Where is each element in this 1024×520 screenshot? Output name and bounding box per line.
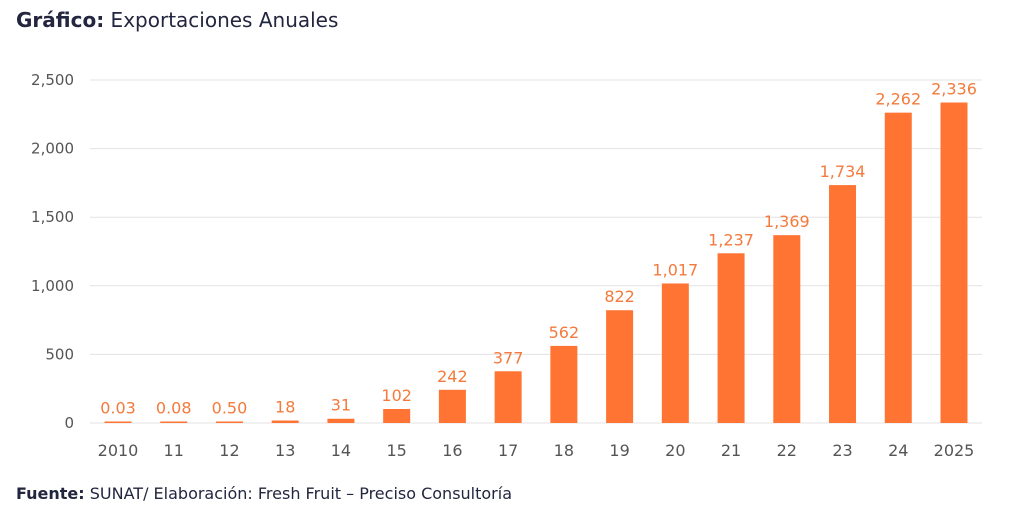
data-label: 18 bbox=[275, 398, 295, 417]
x-tick-label: 24 bbox=[888, 441, 908, 460]
data-label: 377 bbox=[493, 348, 524, 367]
title-text: Exportaciones Anuales bbox=[104, 8, 339, 32]
data-label: 1,237 bbox=[708, 230, 754, 249]
bar bbox=[606, 310, 634, 423]
x-tick-label: 13 bbox=[275, 441, 295, 460]
x-tick-label: 22 bbox=[777, 441, 797, 460]
bar bbox=[104, 421, 132, 423]
data-label: 102 bbox=[381, 386, 412, 405]
source-text: SUNAT/ Elaboración: Fresh Fruit – Precis… bbox=[84, 484, 513, 503]
y-tick-label: 2,000 bbox=[31, 140, 74, 158]
x-tick-label: 11 bbox=[164, 441, 184, 460]
data-label: 0.08 bbox=[156, 399, 192, 418]
x-tick-label: 2025 bbox=[934, 441, 975, 460]
x-tick-label: 2010 bbox=[98, 441, 139, 460]
x-tick-label: 20 bbox=[665, 441, 685, 460]
bar bbox=[550, 345, 578, 423]
bar bbox=[829, 185, 857, 423]
data-label: 1,369 bbox=[764, 212, 810, 231]
y-tick-label: 1,500 bbox=[31, 208, 74, 226]
data-label: 822 bbox=[604, 287, 635, 306]
y-tick-label: 500 bbox=[45, 345, 74, 363]
y-tick-label: 1,000 bbox=[31, 277, 74, 295]
data-label: 1,734 bbox=[820, 162, 866, 181]
x-tick-label: 18 bbox=[554, 441, 574, 460]
x-tick-label: 15 bbox=[386, 441, 406, 460]
bar bbox=[271, 420, 299, 423]
x-tick-label: 19 bbox=[609, 441, 629, 460]
bar bbox=[494, 371, 522, 423]
source-note: Fuente: SUNAT/ Elaboración: Fresh Fruit … bbox=[16, 484, 512, 503]
chart-title: Gráfico: Exportaciones Anuales bbox=[16, 8, 338, 32]
bar bbox=[773, 235, 801, 423]
x-tick-label: 21 bbox=[721, 441, 741, 460]
x-tick-label: 16 bbox=[442, 441, 462, 460]
bar bbox=[327, 418, 355, 423]
bar bbox=[884, 112, 912, 424]
data-label: 1,017 bbox=[652, 260, 698, 279]
x-tick-label: 23 bbox=[832, 441, 852, 460]
x-tick-label: 17 bbox=[498, 441, 518, 460]
x-tick-label: 14 bbox=[331, 441, 351, 460]
data-label: 0.50 bbox=[212, 399, 248, 418]
bar bbox=[438, 389, 466, 423]
source-bold: Fuente: bbox=[16, 484, 85, 503]
data-label: 31 bbox=[331, 396, 351, 415]
data-label: 0.03 bbox=[100, 399, 136, 418]
data-label: 2,336 bbox=[931, 80, 977, 99]
data-label: 562 bbox=[549, 323, 580, 342]
bar bbox=[940, 102, 968, 424]
y-tick-label: 2,500 bbox=[31, 71, 74, 89]
data-label: 242 bbox=[437, 367, 468, 386]
bar bbox=[160, 421, 188, 423]
x-tick-label: 12 bbox=[219, 441, 239, 460]
bar bbox=[717, 253, 745, 423]
title-bold: Gráfico: bbox=[16, 8, 105, 32]
bar bbox=[383, 409, 411, 423]
y-tick-label: 0 bbox=[64, 414, 74, 432]
bar bbox=[215, 421, 243, 423]
data-label: 2,262 bbox=[875, 90, 921, 109]
bar bbox=[661, 283, 689, 423]
